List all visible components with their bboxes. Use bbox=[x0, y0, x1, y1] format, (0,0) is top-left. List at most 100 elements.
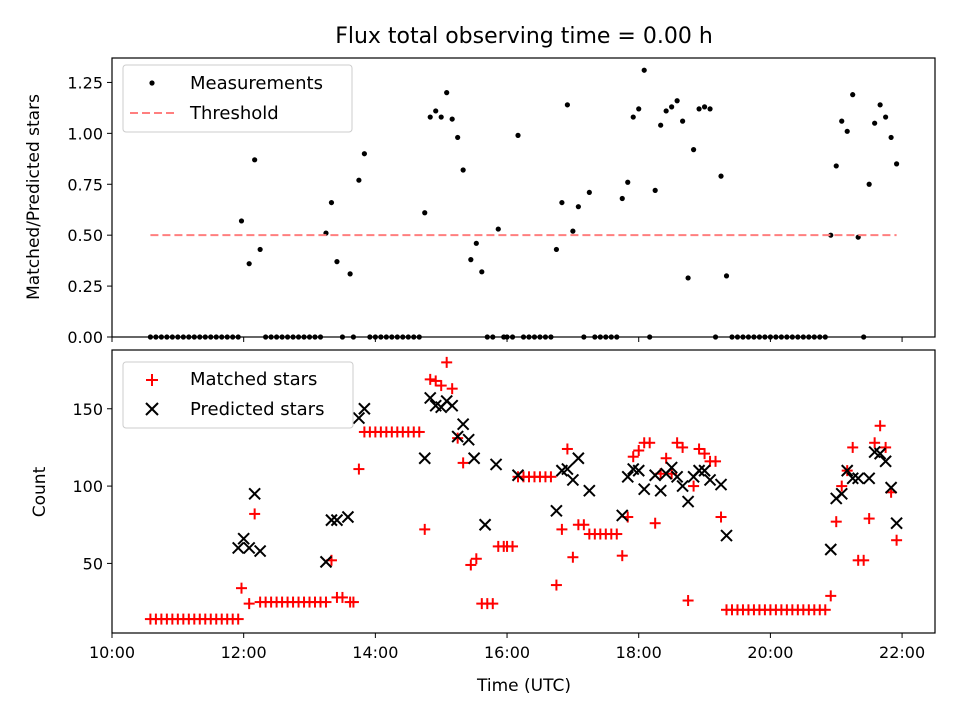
matched-stars-point bbox=[710, 455, 722, 467]
chart-title: Flux total observing time = 0.00 h bbox=[335, 24, 713, 49]
matched-stars-point bbox=[616, 550, 628, 562]
predicted-stars-point bbox=[451, 430, 464, 443]
predicted-stars-point bbox=[670, 470, 684, 484]
matched-stars-point bbox=[232, 613, 244, 625]
predicted-stars-point bbox=[462, 433, 475, 446]
predicted-stars-point bbox=[478, 518, 492, 531]
predicted-stars-point bbox=[511, 469, 525, 482]
predicted-stars-point bbox=[242, 541, 256, 555]
predicted-stars-point bbox=[665, 461, 678, 474]
predicted-stars-point bbox=[341, 510, 355, 524]
predicted-stars-point bbox=[632, 464, 645, 477]
predicted-stars-point bbox=[358, 402, 371, 415]
x-axis-label: Time (UTC) bbox=[476, 676, 571, 696]
measurement-point bbox=[696, 106, 702, 112]
measurement-point bbox=[238, 218, 245, 224]
matched-stars-point bbox=[819, 604, 831, 616]
measurement-point bbox=[877, 102, 883, 108]
measurement-point bbox=[866, 181, 872, 187]
matched-stars-point bbox=[487, 598, 499, 610]
measurement-point bbox=[674, 98, 680, 104]
predicted-stars-point bbox=[841, 464, 854, 477]
predicted-stars-point bbox=[879, 455, 892, 468]
matched-stars-point bbox=[452, 432, 464, 444]
matched-stars-point bbox=[507, 540, 519, 552]
matched-stars-point bbox=[869, 437, 881, 449]
predicted-stars-point bbox=[654, 484, 667, 497]
predicted-stars-point bbox=[566, 473, 580, 487]
predicted-stars-point bbox=[637, 482, 651, 496]
bottom-ytick-label: 100 bbox=[72, 477, 103, 496]
matched-stars-point bbox=[249, 508, 261, 520]
predicted-stars-point bbox=[698, 464, 711, 477]
bottom-legend-box bbox=[122, 361, 354, 429]
measurement-point bbox=[828, 232, 834, 238]
predicted-stars-legend-marker bbox=[145, 402, 159, 416]
matched-stars-point bbox=[235, 582, 247, 594]
predicted-stars-point bbox=[692, 464, 706, 477]
measurement-point bbox=[473, 240, 479, 246]
measurement-point bbox=[252, 157, 258, 163]
measurement-point bbox=[468, 257, 474, 263]
measurement-point bbox=[680, 118, 686, 124]
bottom-ytick-label: 150 bbox=[72, 400, 103, 419]
measurement-point bbox=[564, 102, 570, 108]
measurement-point bbox=[328, 199, 335, 206]
matched-stars-point bbox=[347, 596, 359, 608]
measurement-point bbox=[872, 120, 878, 126]
predicted-stars-point bbox=[237, 532, 250, 545]
measurement-point bbox=[685, 275, 691, 281]
matched-stars-point bbox=[627, 451, 639, 463]
predicted-stars-point bbox=[835, 487, 848, 501]
matched-stars-point bbox=[550, 579, 562, 591]
predicted-stars-point bbox=[846, 472, 859, 485]
measurement-point bbox=[427, 114, 433, 120]
legend-predicted-stars: Predicted stars bbox=[190, 399, 324, 420]
measurement-point bbox=[433, 108, 439, 114]
predicted-stars-point bbox=[616, 509, 629, 522]
bottom-xtick-label: 14:00 bbox=[352, 643, 398, 662]
matched-stars-point bbox=[578, 519, 590, 531]
measurement-point bbox=[361, 151, 367, 157]
measurement-point bbox=[444, 90, 450, 96]
predicted-stars-point bbox=[248, 487, 261, 501]
matched-stars-point bbox=[836, 480, 848, 492]
measurement-point bbox=[893, 161, 900, 167]
bottom-plot-area: 50 100 150 10:00 12:00 14:00 16:00 18:00 20:00 2… bbox=[30, 349, 936, 696]
predicted-stars-point bbox=[561, 462, 574, 476]
measurement-point bbox=[888, 134, 894, 141]
measurement-point bbox=[495, 226, 501, 232]
measurement-point bbox=[553, 246, 560, 253]
top-plot-area: 0.00 0.25 0.50 0.75 1.00 1.25 Matched/Predict… bbox=[24, 57, 936, 347]
predicted-stars-point bbox=[424, 391, 437, 405]
top-ytick-label: 1.25 bbox=[67, 73, 103, 92]
legend-matched-stars: Matched stars bbox=[190, 369, 317, 390]
matched-stars-point bbox=[660, 452, 672, 464]
top-y-axis-label: Matched/Predicted stars bbox=[24, 94, 44, 300]
measurement-point bbox=[850, 92, 856, 98]
measurement-point bbox=[652, 187, 658, 193]
measurement-point bbox=[257, 246, 263, 253]
bottom-xtick-label: 22:00 bbox=[879, 643, 925, 662]
measurements-legend-marker bbox=[149, 80, 155, 86]
matched-stars-point bbox=[243, 598, 255, 610]
measurement-point bbox=[575, 204, 581, 210]
measurement-point bbox=[356, 177, 362, 183]
bottom-y-axis-label: Count bbox=[30, 466, 50, 517]
top-axes-frame bbox=[111, 57, 936, 338]
bottom-xtick-label: 16:00 bbox=[484, 643, 530, 662]
predicted-stars-point bbox=[445, 399, 459, 412]
bottom-xtick-label: 18:00 bbox=[616, 643, 662, 662]
matched-stars-point bbox=[320, 596, 332, 608]
predicted-stars-point bbox=[862, 472, 876, 485]
matched-stars-point bbox=[465, 559, 477, 571]
predicted-stars-point bbox=[253, 544, 267, 558]
predicted-stars-point bbox=[550, 504, 563, 518]
measurement-point bbox=[455, 134, 461, 141]
predicted-stars-point bbox=[824, 543, 837, 556]
top-ytick-label: 0.75 bbox=[67, 175, 103, 194]
measurement-point bbox=[663, 108, 669, 114]
matched-stars-point bbox=[413, 426, 425, 438]
matched-stars-point bbox=[880, 441, 892, 453]
measurement-point bbox=[586, 189, 592, 196]
